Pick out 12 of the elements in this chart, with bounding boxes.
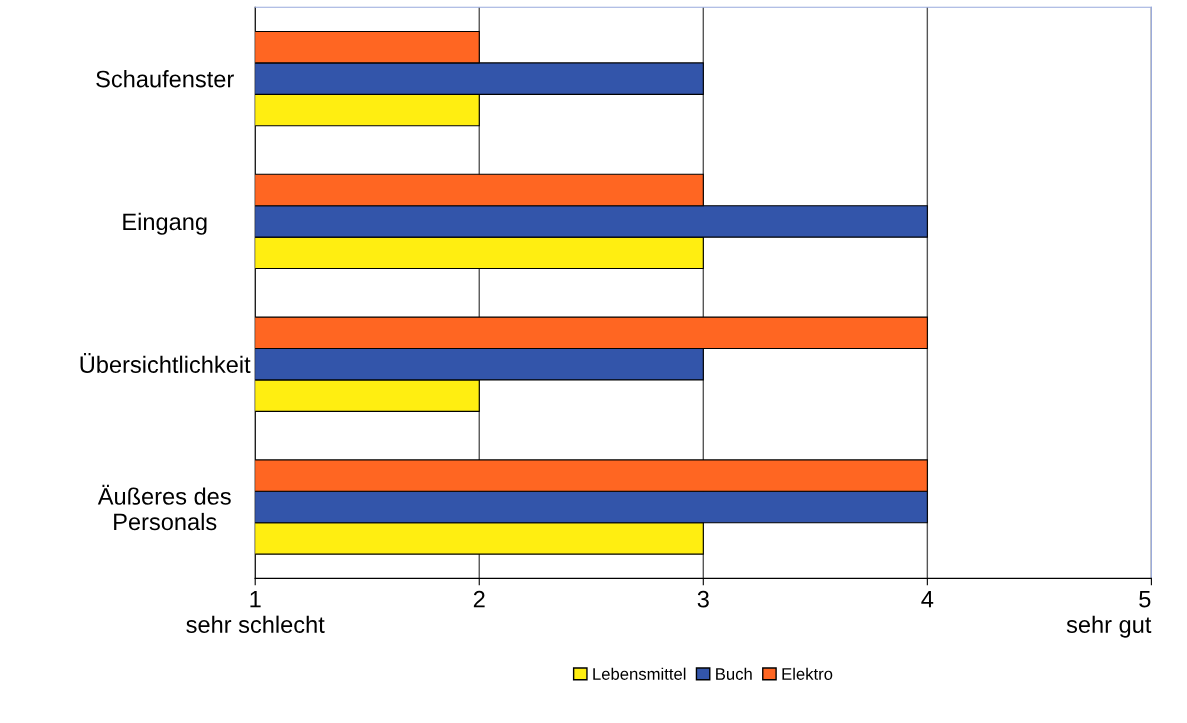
x-tick-label: 5 sehr gut <box>1066 591 1152 638</box>
y-tick-label: Äußeres des Personals <box>97 484 231 531</box>
legend-label: Buch <box>716 667 752 680</box>
legend-label: Elektro <box>782 667 833 680</box>
x-tick-label: 2 <box>473 590 485 608</box>
legend-label: Lebensmittel <box>593 667 686 680</box>
x-tick-label: 3 <box>697 590 709 608</box>
y-tick-label: Eingang <box>123 212 207 235</box>
y-tick-label: Übersichtlichkeit <box>80 353 251 373</box>
x-tick-label: 1 sehr schlecht <box>186 591 325 633</box>
x-tick-label: 4 <box>921 591 934 608</box>
y-tick-label: Schaufenster <box>96 70 234 88</box>
